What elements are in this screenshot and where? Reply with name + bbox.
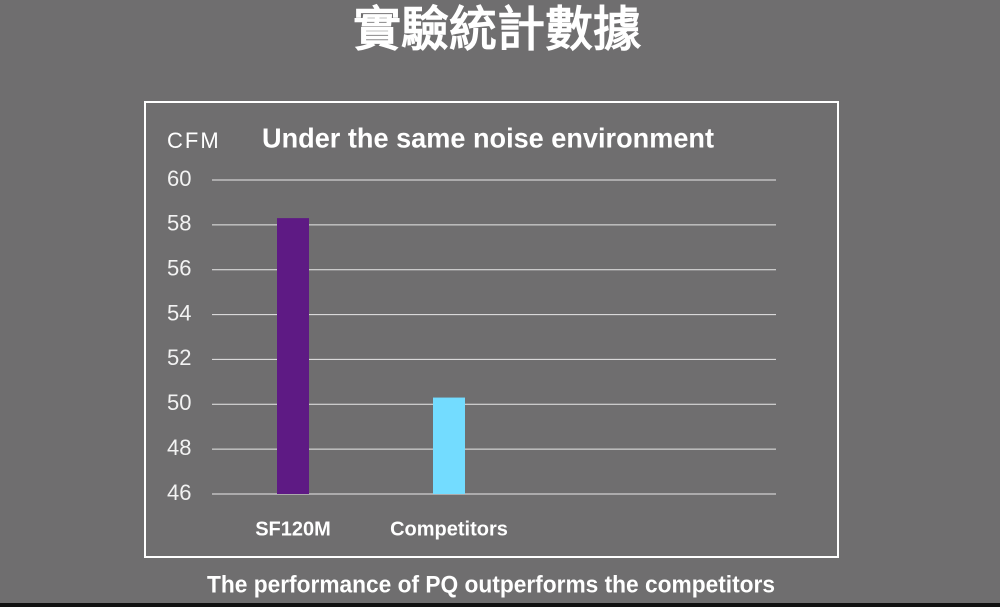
chart-title: 實驗統計數據 xyxy=(353,4,642,57)
bar xyxy=(433,397,465,494)
y-tick-label: 56 xyxy=(167,256,191,281)
frame xyxy=(144,101,839,558)
y-tick-label: 46 xyxy=(167,480,191,505)
caption: The performance of PQ outperforms the co… xyxy=(207,571,775,598)
x-tick-label: Competitors xyxy=(390,518,508,540)
bar xyxy=(277,218,309,494)
y-tick-label: 48 xyxy=(167,435,191,460)
y-tick-label: 60 xyxy=(167,166,191,191)
y-axis-label: CFM xyxy=(167,128,221,153)
y-tick-label: 58 xyxy=(167,211,191,236)
x-tick-label: SF120M xyxy=(255,518,331,540)
y-tick-label: 52 xyxy=(167,345,191,370)
chart-subtitle: Under the same noise environment xyxy=(262,122,714,153)
y-tick-label: 50 xyxy=(167,390,191,415)
y-tick-label: 54 xyxy=(167,300,191,325)
bottom-strip xyxy=(0,603,1000,607)
